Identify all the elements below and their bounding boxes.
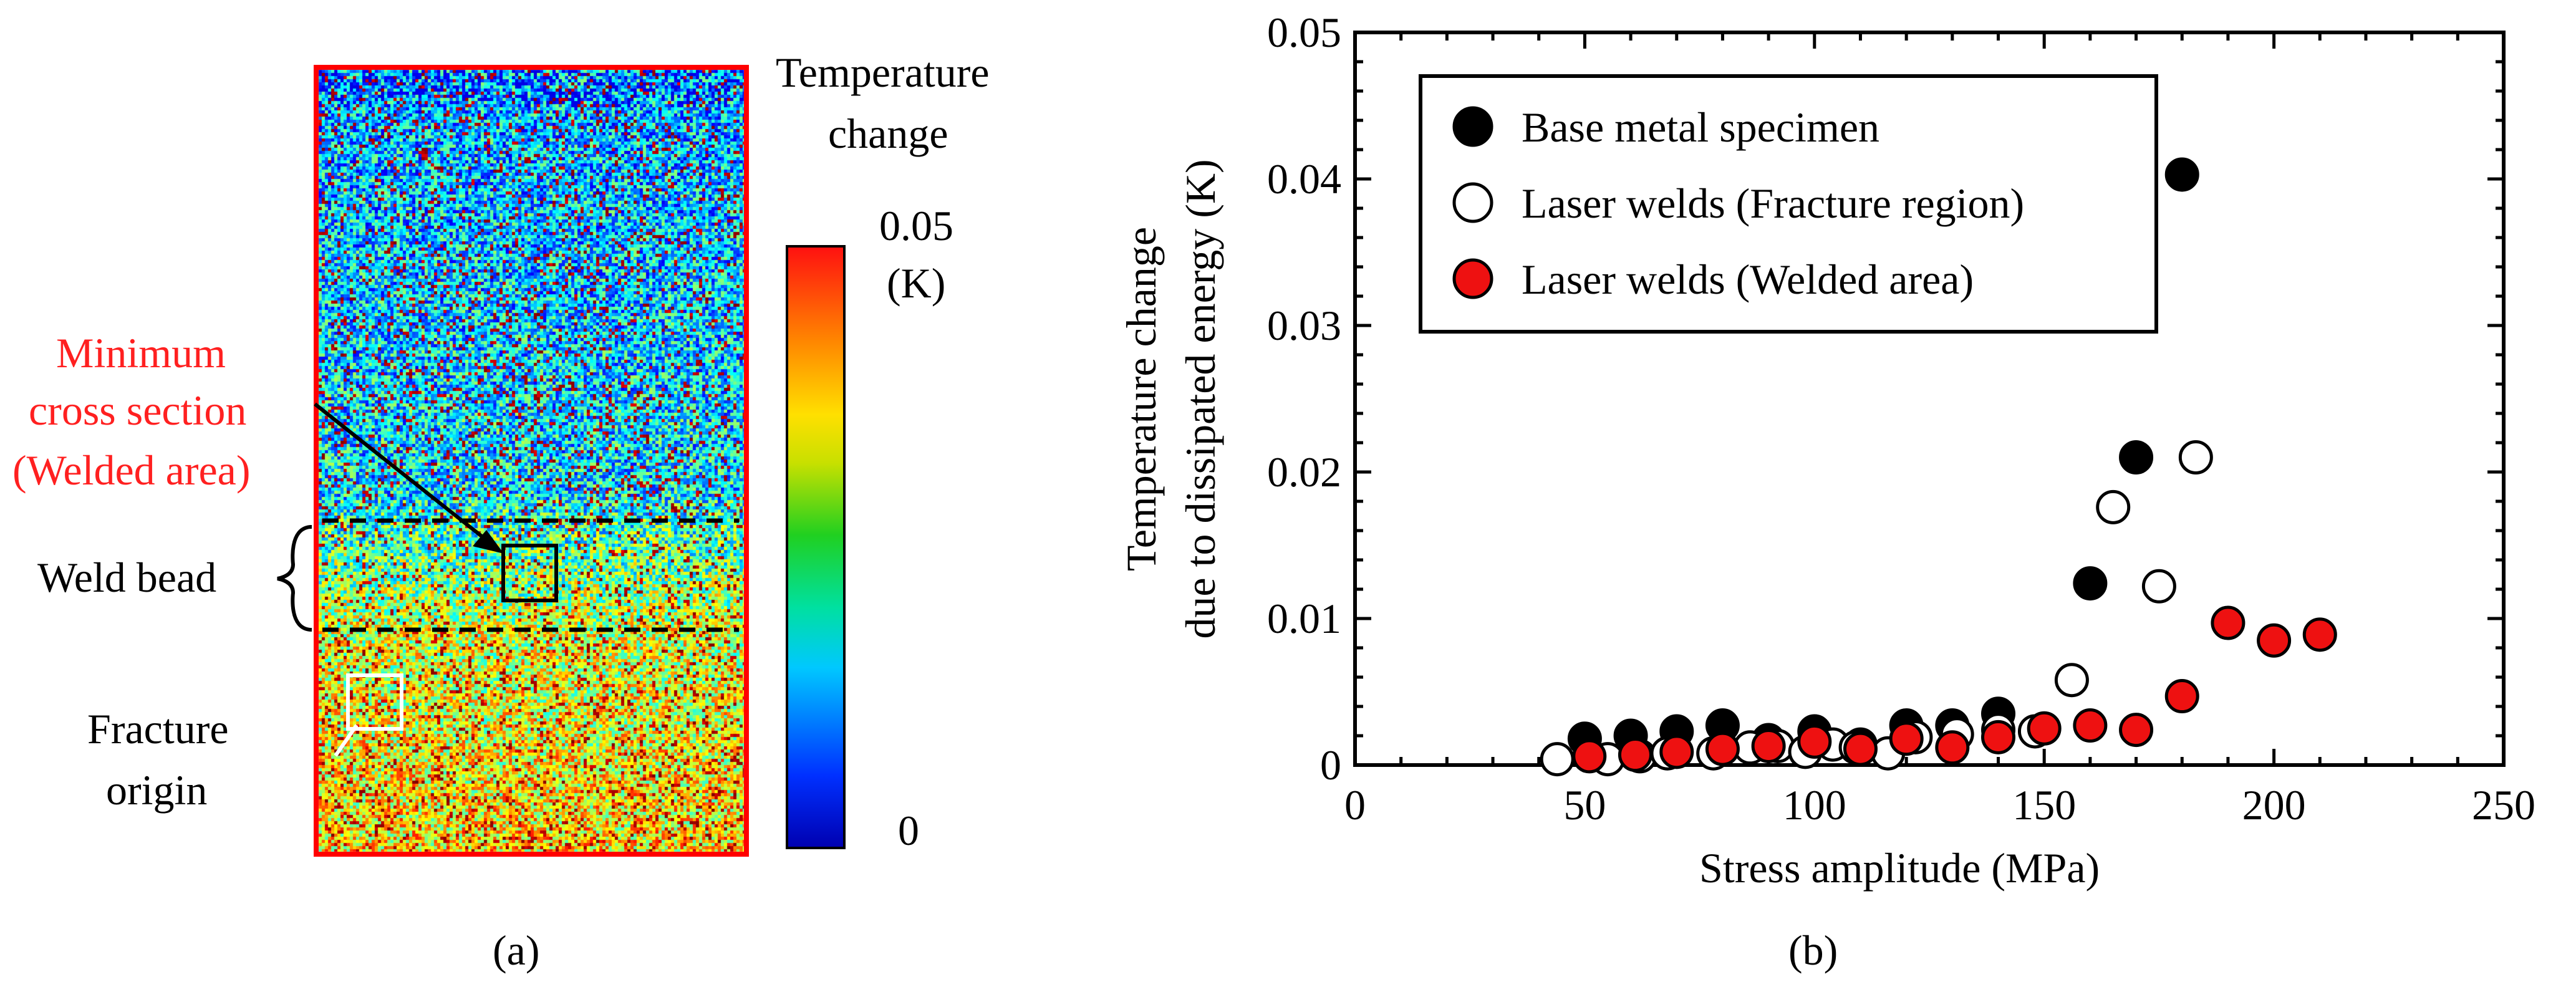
panel-a-label: (a) (493, 929, 539, 971)
data-point-welded-area (1797, 724, 1832, 759)
legend-label-base-metal: Base metal specimen (1522, 104, 1880, 151)
data-point-welded-area (1751, 728, 1786, 763)
y-tick-label: 0.04 (1267, 155, 1341, 203)
data-point-welded-area (1843, 731, 1878, 766)
data-point-welded-area (1618, 738, 1652, 773)
x-tick-label: 50 (1563, 781, 1606, 829)
panel-a-label-text: (a) (493, 927, 540, 974)
fracture-origin-pointer (334, 724, 359, 757)
fracture-origin-label-line2: origin (106, 766, 208, 814)
data-point-welded-area (1935, 730, 1970, 765)
fracture-origin-box (346, 673, 403, 731)
legend-box (1419, 74, 2158, 334)
colorbar-max-label: 0.05 (879, 202, 953, 249)
legend-marker-base-metal (1452, 106, 1493, 147)
x-tick-label: 200 (2242, 781, 2306, 829)
y-axis-label-line1: Temperature change (1117, 226, 1165, 572)
plot-frame (1353, 31, 2506, 767)
min-cross-label-line3: (Welded area) (12, 446, 251, 494)
data-point-base-metal (2073, 566, 2108, 601)
data-point-welded-area (1659, 734, 1694, 769)
data-point-welded-area (2257, 623, 2292, 658)
data-point-welded-area (1981, 720, 2016, 754)
panel-b-label: (b) (1788, 929, 1838, 971)
data-point-fracture-region (2096, 489, 2131, 524)
min-cross-label-line1: Minimum (56, 329, 226, 377)
y-axis-label-line2: due to dissipated energy (K) (1177, 159, 1224, 639)
data-point-welded-area (2211, 605, 2246, 640)
panel-b-label-text: (b) (1788, 927, 1838, 974)
data-point-fracture-region (2054, 663, 2089, 698)
data-point-welded-area (1889, 721, 1924, 756)
colorbar (786, 245, 846, 849)
fracture-origin-label-line1: Fracture (87, 705, 229, 753)
data-point-fracture-region (2141, 569, 2176, 604)
pointer-arrow-head (473, 530, 504, 554)
data-point-welded-area (1572, 739, 1607, 774)
y-tick-label: 0.05 (1267, 9, 1341, 56)
data-point-welded-area (2027, 711, 2062, 746)
x-tick-label: 150 (2012, 781, 2077, 829)
x-tick-label: 250 (2472, 781, 2535, 829)
colorbar-unit-label: (K) (887, 259, 946, 307)
pointer-arrow-line (314, 402, 491, 544)
data-point-welded-area (2302, 617, 2337, 652)
colorbar-title-line1: Temperature (776, 49, 990, 96)
data-point-welded-area (2119, 713, 2154, 748)
weld-bead-brace (277, 525, 312, 632)
specimen-frame (314, 65, 749, 857)
colorbar-min-label: 0 (898, 807, 919, 854)
data-point-welded-area (2073, 708, 2108, 743)
legend-marker-welded-area (1452, 258, 1493, 299)
x-tick-label: 0 (1344, 781, 1366, 829)
data-point-fracture-region (2178, 440, 2213, 474)
data-point-welded-area (1705, 731, 1740, 766)
y-tick-label: 0.02 (1267, 448, 1341, 496)
weld-bead-label: Weld bead (37, 554, 217, 601)
legend-marker-fracture-region (1452, 182, 1493, 223)
data-point-welded-area (2164, 679, 2199, 714)
min-cross-section-box (501, 544, 558, 602)
x-axis-label: Stress amplitude (MPa) (1699, 844, 2100, 892)
min-cross-label-line2: cross section (29, 387, 247, 434)
y-tick-label: 0.03 (1267, 302, 1341, 349)
data-point-fracture-region (1540, 742, 1575, 777)
data-point-base-metal (2164, 157, 2199, 192)
data-point-base-metal (2119, 440, 2154, 474)
colorbar-title-line2: change (828, 110, 948, 157)
legend-label-welded-area: Laser welds (Welded area) (1522, 256, 1974, 303)
x-tick-label: 100 (1782, 781, 1846, 829)
legend-label-fracture-region: Laser welds (Fracture region) (1522, 180, 2025, 227)
y-tick-label: 0 (1320, 741, 1341, 789)
y-tick-label: 0.01 (1267, 595, 1341, 642)
